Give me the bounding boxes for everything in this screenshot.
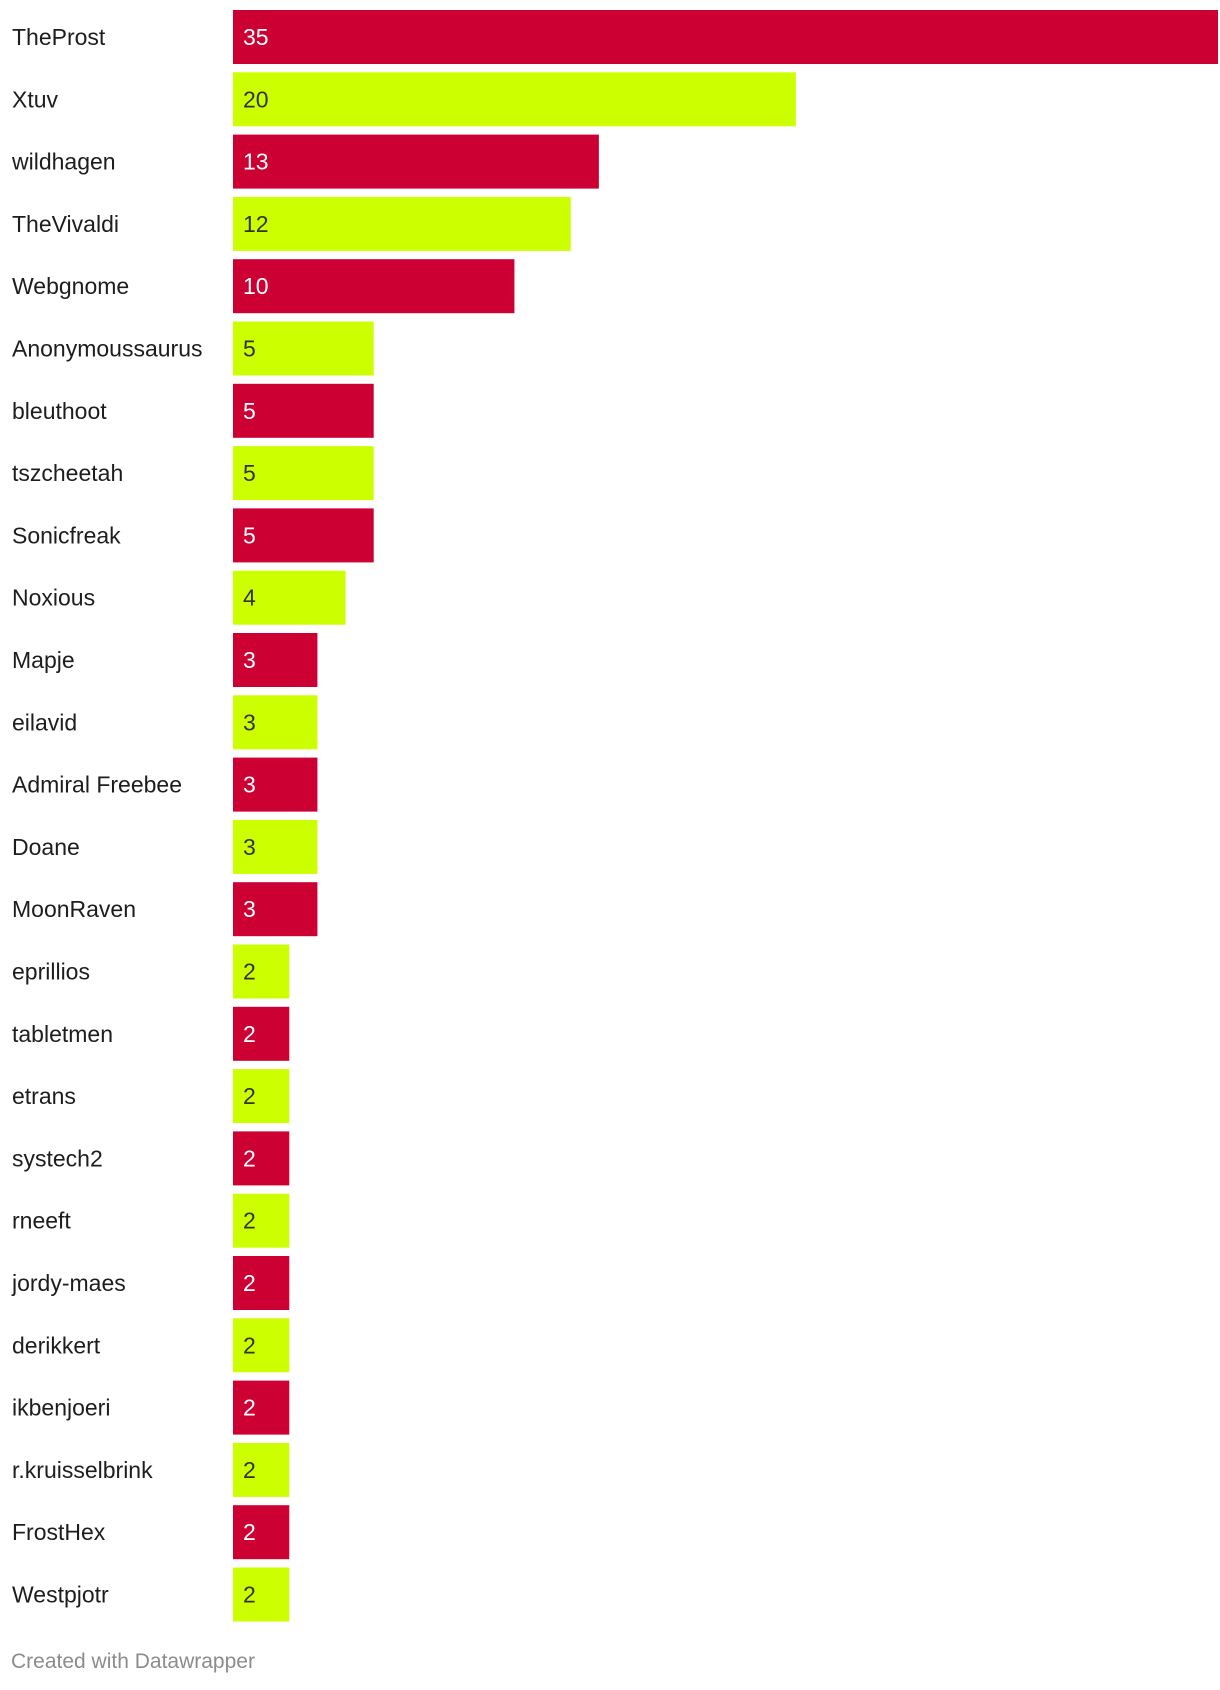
bar — [233, 944, 290, 999]
category-label: Doane — [12, 834, 80, 860]
bar-value-label: 2 — [243, 1519, 256, 1545]
bar — [233, 1318, 290, 1373]
category-label: wildhagen — [11, 149, 116, 175]
bar — [233, 1193, 290, 1248]
bar-value-label: 4 — [243, 585, 256, 611]
category-label: jordy-maes — [11, 1270, 126, 1296]
bar — [233, 819, 318, 874]
bar — [233, 1256, 290, 1310]
category-label: bleuthoot — [12, 398, 107, 424]
bar-value-label: 2 — [243, 1332, 256, 1358]
bar-value-label: 5 — [243, 522, 256, 548]
bar-value-label: 2 — [243, 1208, 256, 1234]
bar-value-label: 12 — [243, 211, 269, 237]
category-label: Noxious — [12, 585, 95, 611]
bar — [233, 757, 318, 812]
bar-value-label: 5 — [243, 336, 256, 362]
bar — [233, 1505, 290, 1560]
category-label: Xtuv — [12, 86, 59, 112]
bar — [233, 1006, 290, 1061]
category-label: tszcheetah — [12, 460, 123, 486]
bar-value-label: 2 — [243, 1145, 256, 1171]
datawrapper-credit: Created with Datawrapper — [11, 1650, 255, 1673]
bar — [233, 72, 796, 127]
category-label: eilavid — [12, 709, 77, 735]
bar-value-label: 3 — [243, 647, 256, 673]
category-label: systech2 — [12, 1145, 103, 1171]
bar — [233, 196, 571, 251]
category-label: MoonRaven — [12, 896, 136, 922]
bar-value-label: 3 — [243, 709, 256, 735]
bar-value-label: 5 — [243, 398, 256, 424]
category-label: etrans — [12, 1083, 76, 1109]
bar — [233, 383, 374, 438]
bar — [233, 259, 515, 314]
bar — [233, 1069, 290, 1124]
category-label: derikkert — [12, 1332, 101, 1358]
bar-value-label: 5 — [243, 460, 256, 486]
bar-value-label: 3 — [243, 772, 256, 798]
bar-value-label: 2 — [243, 1270, 256, 1296]
category-label: Westpjotr — [12, 1582, 109, 1608]
bar — [233, 1442, 290, 1497]
bar — [233, 446, 374, 501]
category-label: Admiral Freebee — [12, 772, 182, 798]
category-label: ikbenjoeri — [12, 1395, 110, 1421]
category-label: FrostHex — [12, 1519, 106, 1545]
bar — [233, 1380, 290, 1435]
category-label: Anonymoussaurus — [12, 336, 203, 362]
bar-value-label: 2 — [243, 1083, 256, 1109]
category-label: r.kruisselbrink — [12, 1457, 153, 1483]
bar-value-label: 20 — [243, 86, 269, 112]
bar-value-label: 35 — [243, 24, 269, 50]
category-label: TheVivaldi — [12, 211, 119, 237]
bar-value-label: 13 — [243, 149, 269, 175]
category-label: tabletmen — [12, 1021, 113, 1047]
bar — [233, 1131, 290, 1186]
bar — [233, 695, 318, 750]
bar-value-label: 2 — [243, 1457, 256, 1483]
bar — [233, 321, 374, 376]
bar-value-label: 3 — [243, 896, 256, 922]
bar — [233, 134, 599, 189]
bar-value-label: 10 — [243, 273, 269, 299]
category-label: eprillios — [12, 959, 90, 985]
bar-value-label: 2 — [243, 959, 256, 985]
category-label: TheProst — [12, 24, 106, 50]
category-label: Sonicfreak — [12, 522, 121, 548]
bar-value-label: 2 — [243, 1582, 256, 1608]
bar-value-label: 2 — [243, 1021, 256, 1047]
bar — [233, 570, 346, 625]
bar — [233, 10, 1218, 64]
bar — [233, 508, 374, 563]
category-label: rneeft — [12, 1208, 71, 1234]
bar-value-label: 2 — [243, 1395, 256, 1421]
bar — [233, 882, 318, 937]
bar-value-label: 3 — [243, 834, 256, 860]
category-label: Webgnome — [12, 273, 129, 299]
bar — [233, 633, 318, 687]
bar — [233, 1567, 290, 1622]
category-label: Mapje — [12, 647, 75, 673]
